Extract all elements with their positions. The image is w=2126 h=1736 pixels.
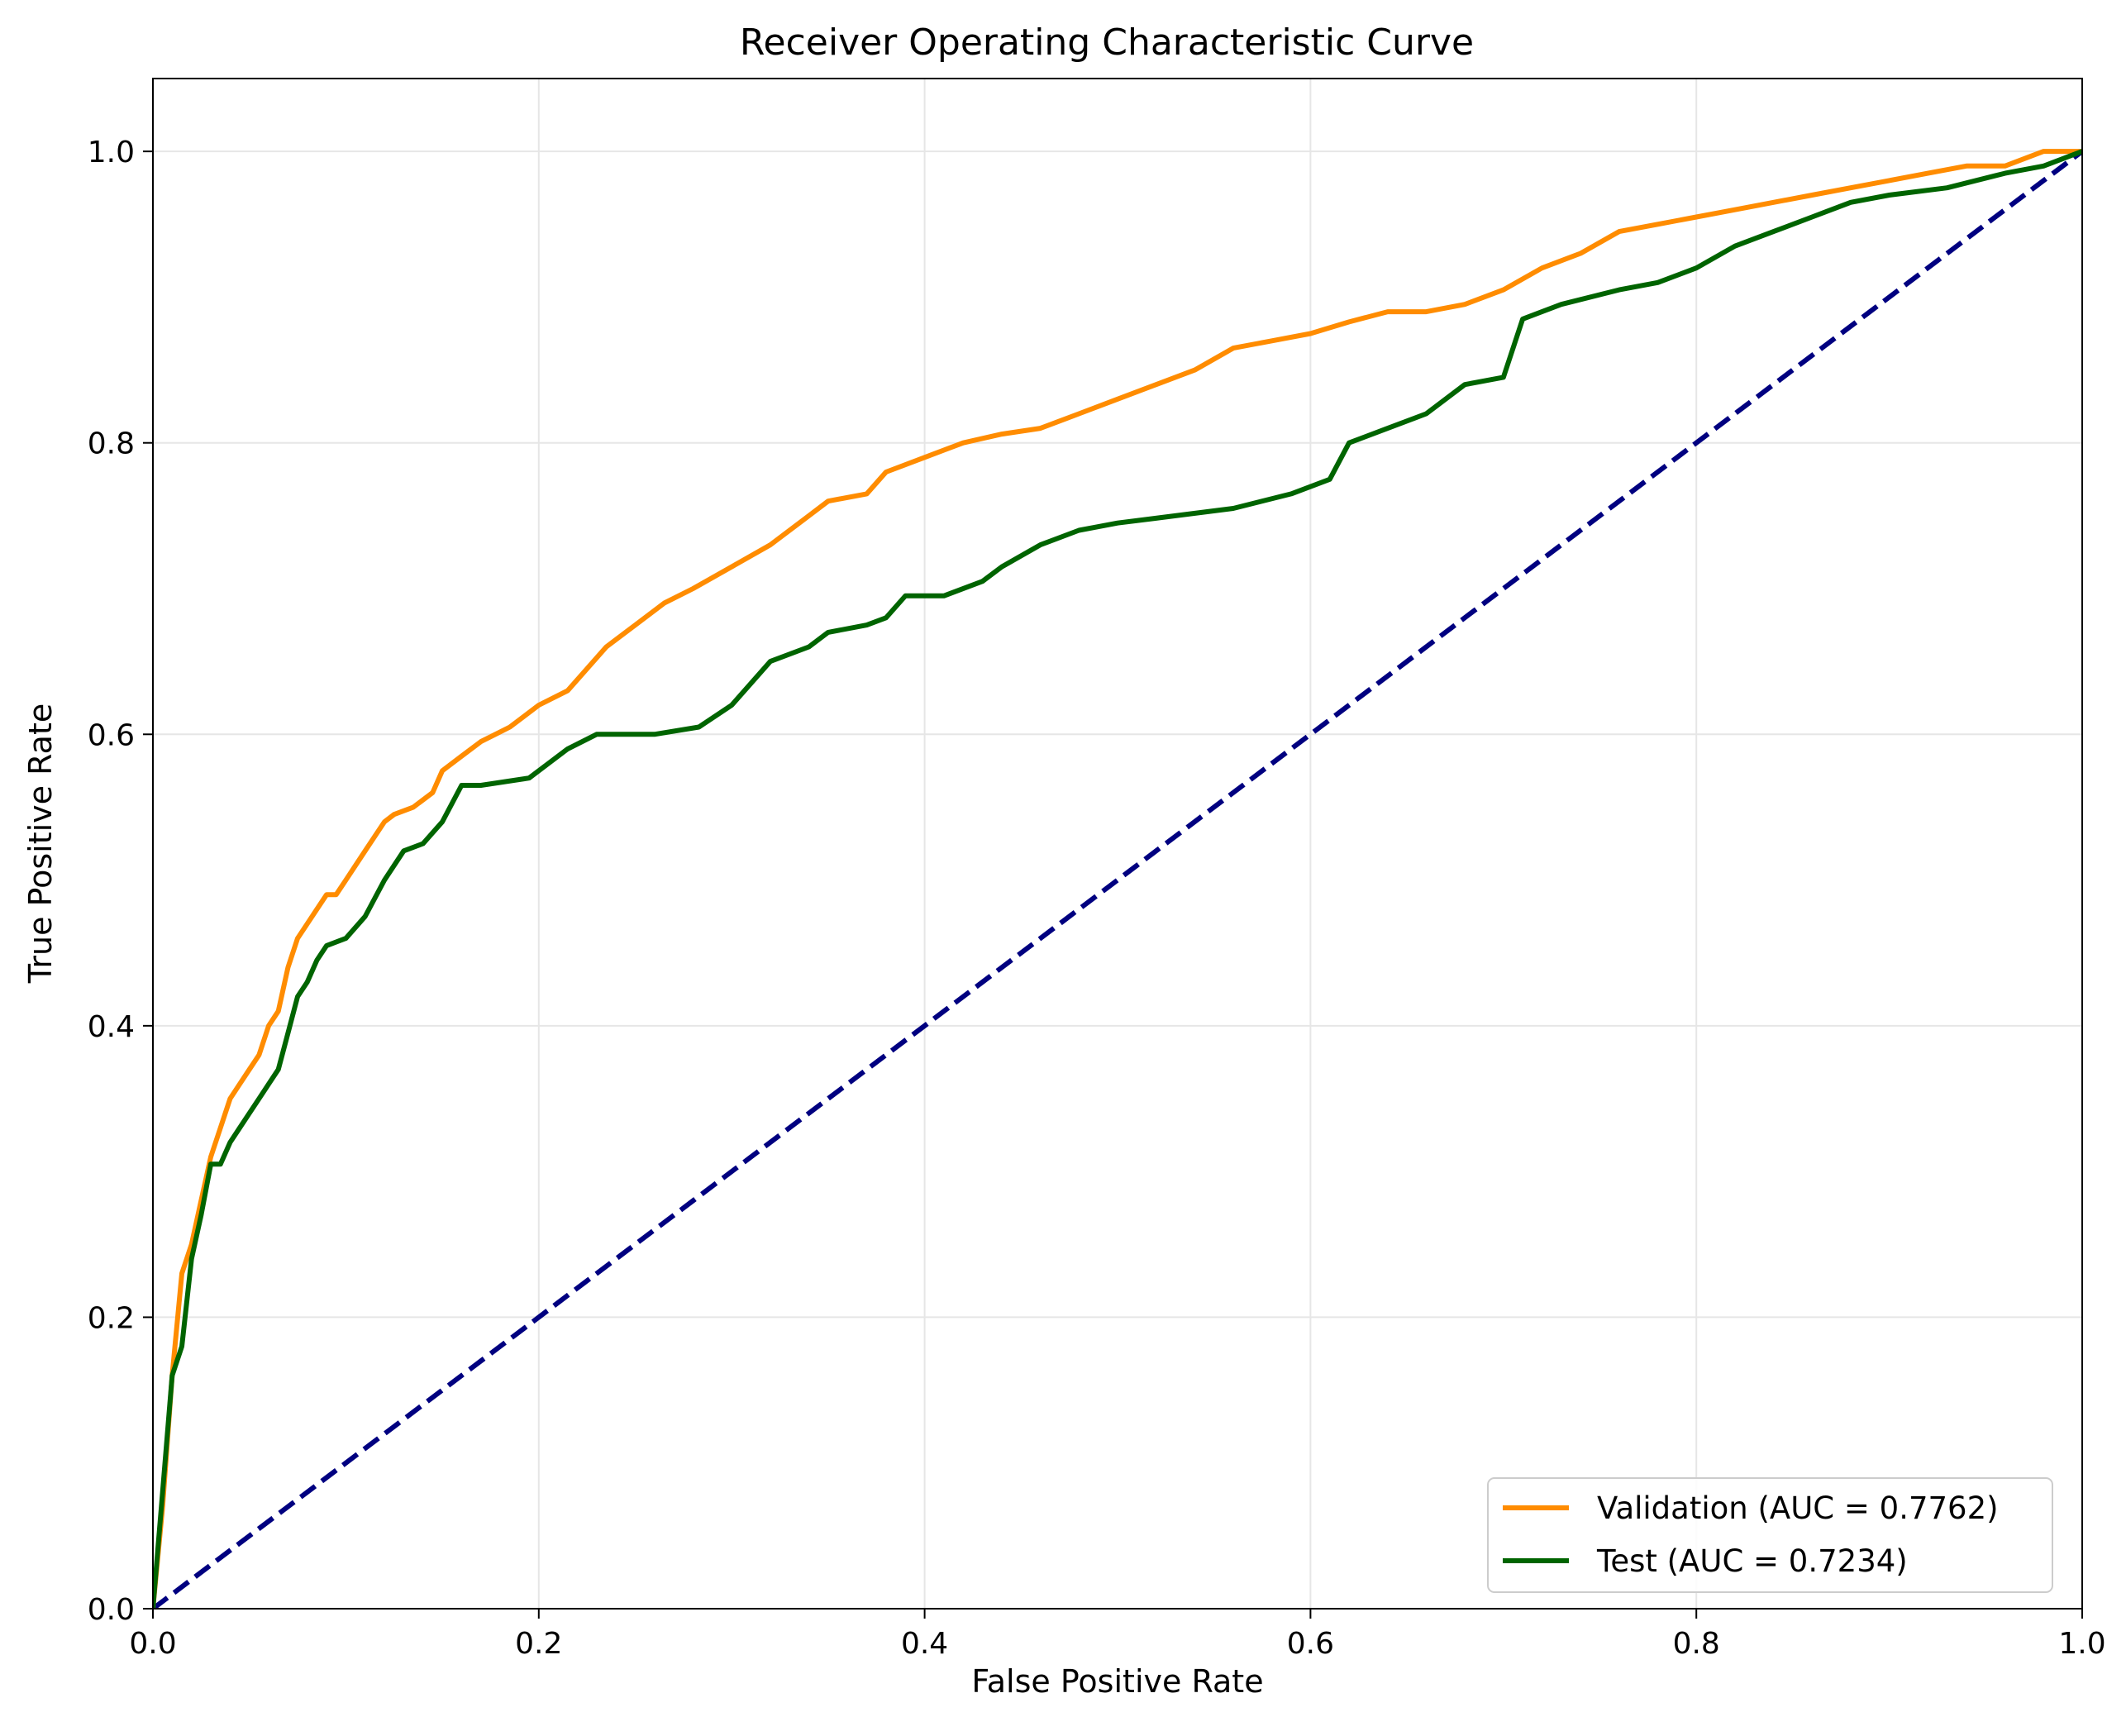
x-tick-label: 0.6 [1287,1627,1334,1661]
y-tick-label: 0.4 [88,1010,135,1044]
y-tick-label: 0.8 [88,427,135,461]
y-axis-label: True Positive Rate [22,703,59,985]
x-tick-label: 1.0 [2058,1627,2105,1661]
y-tick-label: 0.2 [88,1301,135,1335]
y-tick-label: 0.6 [88,718,135,752]
x-tick-label: 0.4 [901,1627,948,1661]
legend-frame [1487,1477,2053,1593]
chance-diagonal-line [153,149,2082,1609]
validation-roc-line [153,149,2082,1609]
test-roc-line [153,149,2082,1609]
x-axis-ticks: 0.0 0.2 0.4 0.6 0.8 1.0 [129,1609,2106,1661]
y-axis-ticks: 0.0 0.2 0.4 0.6 0.8 1.0 [88,136,153,1627]
legend-label-test: Test (AUC = 0.7234) [1596,1543,1908,1579]
legend-label-validation: Validation (AUC = 0.7762) [1597,1490,1999,1526]
plot-series [153,149,2082,1609]
x-axis-label: False Positive Rate [971,1663,1263,1700]
x-tick-label: 0.2 [515,1627,562,1661]
chart-title: Receiver Operating Characteristic Curve [740,21,1474,64]
legend: Validation (AUC = 0.7762) Test (AUC = 0.… [1487,1477,2053,1593]
y-tick-label: 1.0 [88,136,135,169]
plot-frame [152,78,2083,1610]
y-tick-label: 0.0 [88,1593,135,1627]
x-tick-label: 0.8 [1673,1627,1720,1661]
x-tick-label: 0.0 [129,1627,176,1661]
